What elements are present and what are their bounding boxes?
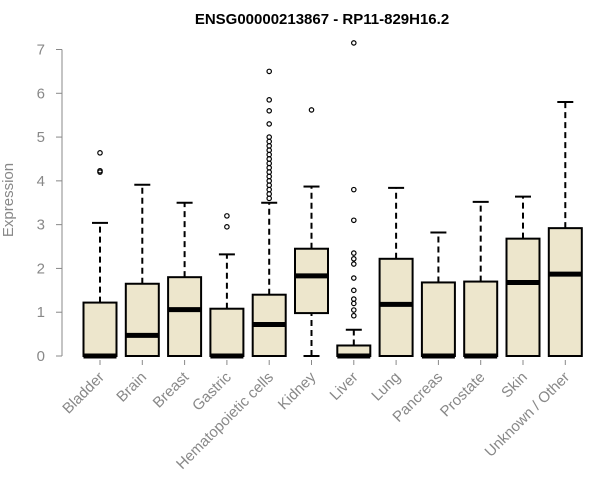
y-axis: 0 1 2 3 4 5 6 7 <box>37 42 63 365</box>
box-unknown-other <box>547 101 583 358</box>
box-rect <box>82 301 118 357</box>
outlier-point <box>224 224 230 230</box>
box-rect <box>463 280 499 358</box>
x-category-label: Bladder <box>59 369 108 418</box>
x-category-label: Liver <box>327 369 362 404</box>
y-tick-label: 0 <box>37 348 45 365</box>
outlier-point <box>350 300 357 307</box>
y-tick-label: 2 <box>37 260 45 277</box>
outlier-point <box>266 173 273 180</box>
outlier-point <box>266 151 273 158</box>
outlier-point <box>350 186 357 193</box>
outlier-point <box>266 169 273 175</box>
x-category-label: Prostate <box>437 369 489 421</box>
x-category-label: Lung <box>368 369 404 405</box>
box-rect <box>378 257 414 357</box>
outlier-point <box>266 108 273 114</box>
box-hematopoietic-cells <box>251 68 287 358</box>
outlier-point <box>308 107 315 113</box>
outlier-point <box>350 287 357 294</box>
box-liver <box>336 40 372 359</box>
outlier-point <box>266 182 273 189</box>
y-axis-label: Expression <box>0 163 17 237</box>
x-category-label: Skin <box>498 369 531 402</box>
outlier-point <box>350 217 357 224</box>
y-tick-label: 5 <box>37 129 45 146</box>
outlier-point <box>266 138 273 145</box>
box-rect <box>547 227 583 358</box>
y-tick-label: 4 <box>37 173 45 190</box>
outlier-point <box>266 156 273 162</box>
outlier-point <box>266 191 273 197</box>
y-tick-label: 7 <box>37 42 45 59</box>
outlier-point <box>266 186 273 193</box>
box-rect <box>420 281 456 357</box>
outlier-point <box>266 134 273 140</box>
outlier-point <box>266 143 273 149</box>
outlier-point <box>266 147 273 154</box>
outlier-point <box>350 275 357 281</box>
box-rect <box>505 237 541 357</box>
outlier-point <box>350 307 357 313</box>
y-tick-label: 3 <box>37 217 45 234</box>
outlier-point <box>266 97 273 103</box>
x-category-label: Kidney <box>275 368 320 413</box>
boxes-group <box>82 40 583 359</box>
chart-title: ENSG00000213867 - RP11-829H16.2 <box>195 11 449 28</box>
outlier-point <box>266 164 273 171</box>
box-rect <box>294 247 329 315</box>
box-rect <box>209 307 245 357</box>
outlier-point <box>350 255 357 262</box>
box-bladder <box>82 150 118 359</box>
outlier-point <box>350 40 357 46</box>
box-brain <box>124 183 160 357</box>
outlier-point <box>224 213 230 219</box>
outlier-point <box>350 261 357 267</box>
outlier-point <box>266 160 273 167</box>
x-category-label: Breast <box>150 368 193 411</box>
outlier-point <box>97 150 103 156</box>
outlier-point <box>266 195 273 202</box>
box-rect <box>124 282 160 357</box>
box-skin <box>505 195 541 357</box>
outlier-point <box>350 312 357 319</box>
box-gastric <box>209 213 245 359</box>
outlier-point <box>350 250 357 256</box>
box-pancreas <box>420 231 456 359</box>
outlier-point <box>97 167 103 174</box>
x-category-label: Brain <box>113 369 150 406</box>
y-tick-label: 1 <box>37 304 45 321</box>
outlier-point <box>266 178 273 184</box>
y-tick-label: 6 <box>37 85 45 102</box>
box-breast <box>167 201 203 357</box>
box-kidney <box>294 107 329 357</box>
outlier-point <box>266 121 273 127</box>
box-lung <box>378 186 414 357</box>
outlier-point <box>350 296 357 302</box>
outlier-point <box>266 68 273 75</box>
box-rect <box>167 276 203 357</box>
box-prostate <box>463 200 499 359</box>
